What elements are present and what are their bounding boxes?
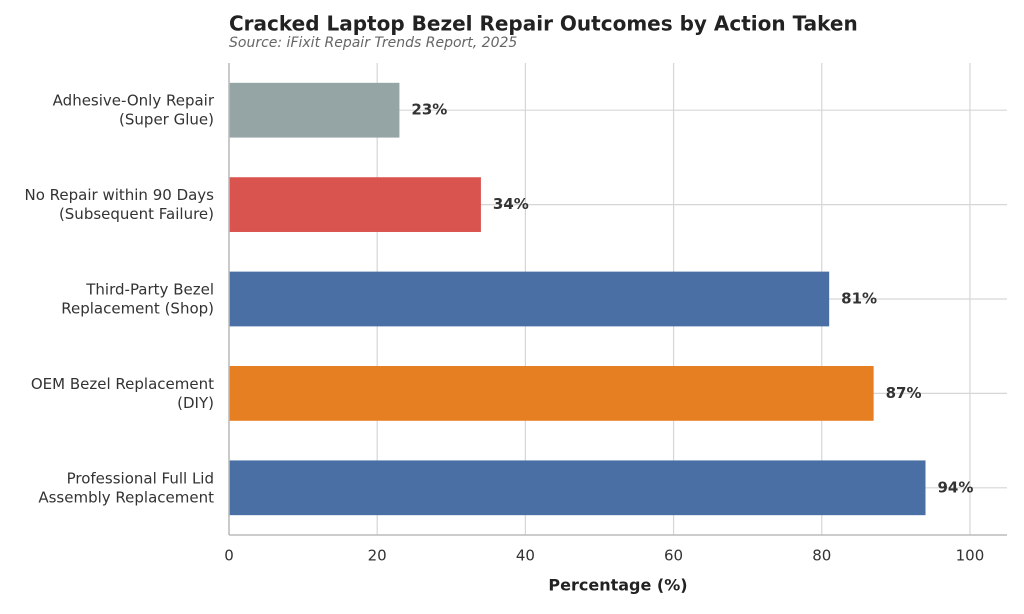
y-tick-label: No Repair within 90 Days (Subsequent Fail… — [24, 186, 214, 223]
value-label: 94% — [937, 478, 973, 496]
y-tick-label-line: Assembly Replacement — [38, 488, 214, 506]
y-tick-label-line: Replacement (Shop) — [61, 299, 214, 317]
x-tick-label: 40 — [516, 547, 535, 565]
y-tick-label: OEM Bezel Replacement (DIY) — [31, 374, 214, 411]
x-tick-label: 100 — [956, 547, 985, 565]
x-tick-label: 20 — [368, 547, 387, 565]
y-tick-label-line: Third-Party Bezel — [85, 280, 214, 298]
y-tick-label: Professional Full Lid Assembly Replacemen… — [38, 469, 214, 506]
y-tick-label-line: (DIY) — [177, 393, 214, 411]
bar — [229, 271, 830, 327]
bar — [229, 177, 481, 232]
x-tick-label: 60 — [664, 547, 683, 565]
bar — [229, 460, 926, 516]
bar — [229, 366, 874, 421]
y-tick-label-line: No Repair within 90 Days — [24, 186, 214, 204]
bar — [229, 82, 400, 138]
y-tick-label-line: Adhesive-Only Repair — [53, 91, 215, 109]
value-label: 81% — [841, 290, 877, 308]
x-tick-label: 0 — [224, 547, 234, 565]
y-tick-label-line: (Subsequent Failure) — [59, 205, 214, 223]
y-tick-label-line: Professional Full Lid — [67, 469, 214, 487]
value-label: 87% — [886, 384, 922, 402]
x-axis-label: Percentage (%) — [548, 576, 687, 595]
x-tick-label: 80 — [812, 547, 831, 565]
value-label: 23% — [411, 101, 447, 119]
chart-title: Cracked Laptop Bezel Repair Outcomes by … — [229, 12, 858, 36]
y-tick-label-line: OEM Bezel Replacement — [31, 374, 214, 392]
chart-subtitle: Source: iFixit Repair Trends Report, 202… — [229, 35, 517, 51]
y-tick-label: Adhesive-Only Repair (Super Glue) — [53, 91, 215, 128]
y-tick-label: Third-Party Bezel Replacement (Shop) — [61, 280, 214, 317]
y-tick-label-line: (Super Glue) — [119, 110, 214, 128]
value-label: 34% — [493, 195, 529, 213]
